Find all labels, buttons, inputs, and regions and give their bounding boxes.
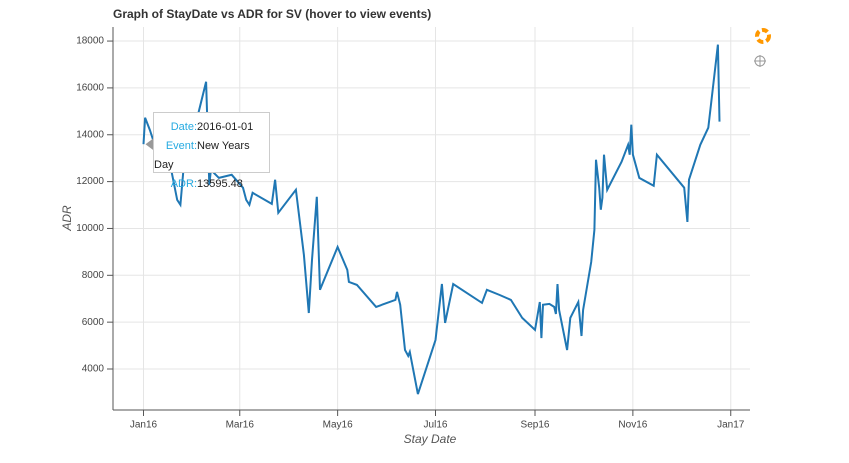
- tooltip-key: ADR:: [170, 178, 197, 190]
- tooltip-value: 13595.48: [197, 178, 243, 190]
- y-tick-label: 4000: [82, 364, 105, 375]
- tooltip-row: ADR:13595.48: [154, 175, 269, 194]
- y-tick-label: 16000: [76, 83, 104, 94]
- y-tick-label: 10000: [76, 223, 104, 234]
- tooltip: Date:2016-01-01 Event:New Years Day ADR:…: [153, 112, 270, 190]
- x-tick-label: Sep16: [521, 420, 550, 431]
- y-tick-label: 18000: [76, 36, 104, 47]
- tooltip-row: Date:2016-01-01: [154, 118, 269, 137]
- tooltip-key: Event:: [165, 140, 197, 152]
- tooltip-key: Date:: [170, 121, 197, 133]
- tooltip-value: New Years Day: [154, 140, 250, 171]
- y-tick-label: 14000: [76, 129, 104, 140]
- x-tick-label: Jul16: [424, 420, 448, 431]
- tooltip-row: Event:New Years Day: [154, 137, 269, 175]
- y-tick-label: 12000: [76, 176, 104, 187]
- x-tick-label: Nov16: [618, 420, 647, 431]
- x-axis-label: Stay Date: [404, 432, 457, 446]
- bokeh-logo[interactable]: [755, 28, 771, 44]
- x-tick-label: Jan17: [717, 420, 745, 431]
- toolbar: [754, 28, 771, 67]
- y-axis-label: ADR: [60, 205, 74, 232]
- line: [142, 44, 721, 395]
- tooltip-pointer: [145, 138, 154, 151]
- x-tick-label: Mar16: [226, 420, 255, 431]
- chart-title: Graph of StayDate vs ADR for SV (hover t…: [113, 7, 431, 21]
- x-tick-label: May16: [323, 420, 353, 431]
- y-tick-label: 6000: [82, 317, 105, 328]
- crosshair-lines: [754, 55, 766, 67]
- x-tick-label: Jan16: [130, 420, 158, 431]
- y-tick-label: 8000: [82, 270, 105, 281]
- tooltip-value: 2016-01-01: [197, 121, 254, 133]
